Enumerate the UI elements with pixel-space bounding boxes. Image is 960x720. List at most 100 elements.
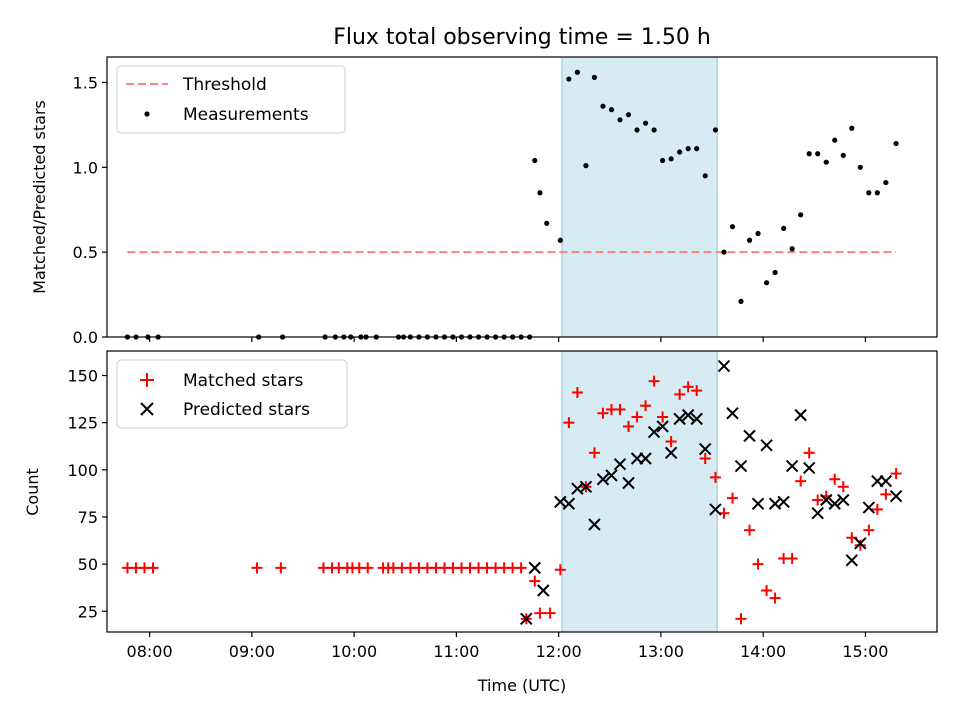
predicted-star-point — [811, 506, 824, 520]
measurement-point — [738, 298, 744, 304]
measurement-point — [806, 151, 812, 157]
matched-star-point — [657, 411, 669, 423]
matched-star-point — [829, 473, 841, 485]
predicted-star-point — [820, 493, 833, 507]
matched-star-point — [529, 575, 541, 587]
measurement-point — [883, 179, 889, 186]
matched-star-point — [275, 562, 287, 574]
matched-star-point — [563, 417, 575, 429]
measurement-point — [668, 156, 674, 162]
measurement-point — [798, 212, 804, 218]
x-tick-label: 10:00 — [331, 642, 377, 661]
x-tick-label: 14:00 — [740, 642, 786, 661]
measurement-point — [600, 103, 606, 109]
predicted-star-point — [562, 497, 576, 510]
predicted-star-point — [889, 490, 903, 503]
matched-star-point — [251, 562, 263, 574]
measurement-point — [781, 225, 787, 231]
matched-star-point — [744, 524, 756, 536]
chart-title: Flux total observing time = 1.50 h — [333, 25, 711, 50]
ratio-legend-box — [116, 65, 346, 134]
predicted-star-point — [777, 495, 790, 509]
legend-measurements-swatch — [144, 111, 150, 117]
predicted-star-point — [690, 412, 703, 426]
matched-star-point — [147, 562, 159, 574]
y-tick-label: 0.5 — [73, 243, 98, 262]
measurement-point — [772, 269, 778, 276]
measurement-point — [712, 127, 719, 133]
matched-star-point — [735, 613, 747, 625]
matched-star-point — [640, 400, 652, 412]
x-axis-label: Time (UTC) — [477, 676, 566, 695]
y-tick-label: 150 — [67, 367, 98, 386]
matched-star-point — [726, 492, 738, 504]
predicted-star-point — [828, 497, 841, 510]
matched-star-point — [803, 447, 815, 459]
x-tick-label: 08:00 — [127, 642, 173, 661]
measurement-point — [677, 149, 683, 155]
observing-window-span — [561, 56, 718, 338]
ratio-panel: 0.0 0.5 1.0 1.5 Matched/Predicted stars Thr… — [30, 56, 938, 347]
count-y-ticks: 25 50 75 100 125 150 — [67, 367, 107, 621]
measurement-point — [755, 230, 761, 237]
matched-star-point — [682, 381, 694, 393]
measurement-point — [532, 157, 538, 164]
matched-star-point — [795, 475, 807, 487]
measurement-point — [840, 152, 846, 159]
matched-star-point — [752, 558, 764, 570]
predicted-star-point — [837, 493, 850, 507]
count-y-axis-label: Count — [23, 468, 42, 516]
count-x-ticks: 08:00 09:00 10:00 11:00 12:00 13:00 14:00 15:00 — [127, 632, 888, 661]
x-tick-label: 13:00 — [638, 642, 684, 661]
ratio-legend: Threshold Measurements — [116, 65, 346, 134]
predicted-star-point — [726, 407, 739, 420]
matched-star-point — [786, 552, 798, 564]
measurement-point — [815, 151, 821, 157]
legend-threshold-label: Threshold — [182, 75, 267, 95]
observing-window-rect — [561, 350, 718, 633]
matched-star-point — [544, 607, 556, 619]
measurement-point — [874, 190, 880, 196]
matched-star-point — [691, 385, 703, 397]
x-tick-label: 09:00 — [229, 642, 275, 661]
predicted-star-point — [673, 412, 686, 426]
predicted-star-point — [639, 452, 652, 465]
predicted-star-point — [794, 408, 807, 422]
predicted-star-point — [588, 518, 601, 531]
measurement-point — [642, 120, 649, 126]
predicted-star-point — [751, 497, 765, 510]
matched-star-point — [812, 494, 824, 506]
ratio-y-ticks: 0.0 0.5 1.0 1.5 — [73, 73, 107, 347]
legend-matched-label: Matched stars — [183, 371, 303, 391]
y-tick-label: 25 — [78, 602, 98, 621]
predicted-star-point — [699, 442, 712, 456]
predicted-star-point — [879, 474, 893, 488]
y-tick-label: 1.5 — [73, 73, 98, 92]
matched-star-point — [769, 592, 781, 604]
count-legend: Matched stars Predicted stars — [116, 359, 348, 429]
matched-star-point — [674, 388, 686, 400]
measurement-point — [702, 173, 708, 179]
matched-star-point — [648, 375, 660, 387]
count-points — [121, 359, 903, 626]
predicted-star-point — [845, 554, 858, 567]
measurement-point — [625, 112, 632, 118]
x-tick-label: 12:00 — [536, 642, 582, 661]
measurement-points — [124, 69, 899, 340]
predicted-star-point — [862, 501, 876, 514]
matched-star-point — [871, 503, 883, 515]
predicted-star-point — [596, 473, 610, 486]
matched-star-point — [597, 407, 609, 419]
ratio-panel-frame — [106, 56, 938, 338]
matched-star-point — [890, 468, 902, 480]
measurement-point — [866, 190, 872, 196]
matched-star-point — [534, 607, 546, 619]
measurement-point — [823, 159, 829, 165]
predicted-star-point — [579, 480, 593, 493]
ratio-y-axis-label: Matched/Predicted stars — [30, 100, 49, 294]
measurement-point — [685, 146, 691, 152]
measurement-point — [634, 127, 640, 133]
measurement-point — [721, 249, 727, 255]
predicted-star-point — [802, 461, 816, 475]
